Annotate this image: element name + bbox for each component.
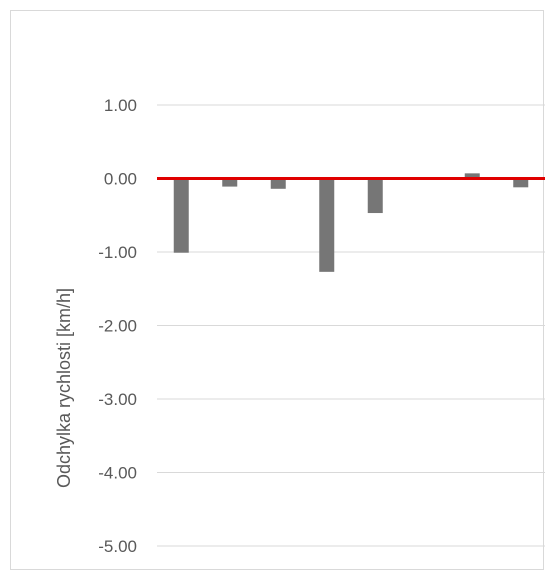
bar: [173, 178, 189, 253]
bars: [173, 173, 529, 272]
y-axis-title: Odchylka rychlosti [km/h]: [54, 288, 74, 488]
bar: [367, 178, 383, 214]
y-tick-labels: 1.00 0.00 -1.00 -2.00 -3.00 -4.00 -5.00: [98, 96, 137, 556]
y-tick-label: -4.00: [98, 464, 137, 483]
bar: [319, 178, 335, 272]
y-tick-label: -5.00: [98, 537, 137, 556]
grid-lines: [157, 104, 545, 547]
bar: [222, 178, 238, 187]
y-tick-label: 1.00: [104, 96, 137, 115]
y-tick-label: -3.00: [98, 390, 137, 409]
y-tick-label: 0.00: [104, 170, 137, 189]
chart-frame: [10, 10, 544, 570]
bar: [270, 178, 286, 189]
bar: [464, 173, 480, 179]
y-tick-label: -1.00: [98, 243, 137, 262]
bar: [513, 178, 529, 188]
y-tick-label: -2.00: [98, 317, 137, 336]
